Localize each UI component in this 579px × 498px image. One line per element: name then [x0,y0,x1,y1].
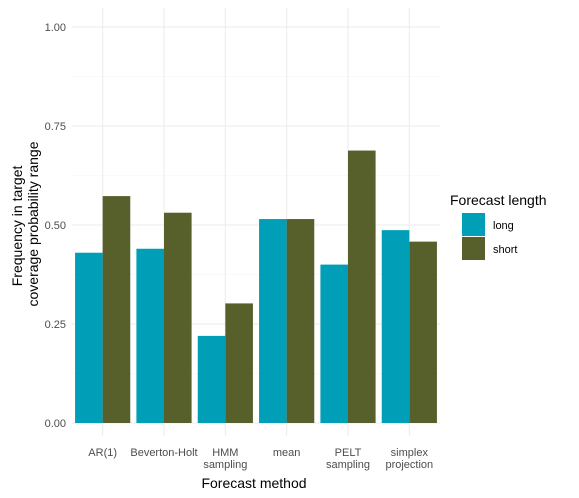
x-tick-label-line: sampling [203,459,247,471]
y-tick-label: 0.00 [45,418,66,430]
x-tick-label-line: AR(1) [88,447,117,459]
x-tick-label: HMM sampling [203,447,247,471]
bar-short [409,241,437,423]
x-axis-title: Forecast method [201,475,306,491]
bar-long [75,252,103,423]
x-tick-label: PELT sampling [326,447,370,471]
bar-long [136,248,164,423]
bar-short [164,212,192,423]
legend-key-long [462,213,485,236]
bar-long [320,264,348,423]
bar-short [348,150,376,423]
y-tick-label: 0.75 [45,121,66,133]
x-tick-label-line: simplex [391,447,429,459]
bar-short [102,196,131,423]
y-axis-title-line-1: Frequency in target [9,166,25,287]
x-tick-label: AR(1) [88,447,117,459]
x-tick-label: mean [273,447,301,459]
x-tick-label-line: projection [385,459,433,471]
x-tick-label-line: PELT [335,447,362,459]
legend-label-long: long [493,220,514,232]
y-tick-label: 0.25 [45,319,66,331]
bar-long [197,335,226,423]
y-tick-label: 0.50 [45,220,66,232]
legend: Forecast length long short [450,192,547,260]
bar-long [381,230,410,423]
bar-short [286,219,315,423]
bar-short [225,303,253,423]
x-tick-label: Beverton-Holt [130,447,197,459]
bars [75,150,437,423]
y-tick-label: 1.00 [45,22,66,34]
y-axis-title: Frequency in target coverage probability… [9,141,41,306]
y-axis-ticks: 0.00 0.25 0.50 0.75 1.00 [45,22,66,430]
x-tick-label-line: sampling [326,459,370,471]
x-tick-label-line: mean [273,447,301,459]
legend-label-short: short [493,244,517,256]
x-tick-label-line: HMM [212,447,238,459]
y-axis-title-line-2: coverage probability range [25,141,41,306]
x-tick-label-line: Beverton-Holt [130,447,197,459]
bar-long [259,219,287,423]
legend-title: Forecast length [450,192,547,208]
legend-key-short [462,237,485,260]
x-tick-label: simplex projection [385,447,433,471]
